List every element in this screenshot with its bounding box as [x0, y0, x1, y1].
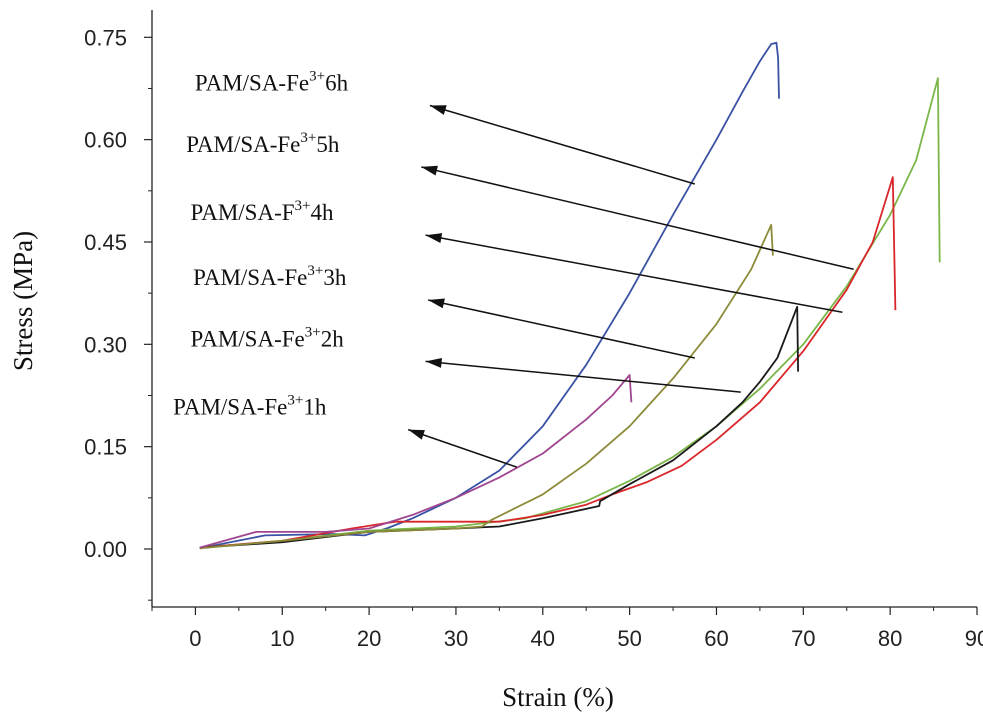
series-line-2	[199, 77, 941, 549]
series-layer	[199, 41, 941, 550]
axes: 0 10 20 30 40 50 60 70 80 90 0.00 0.15 0.30 0.45 0.60 0…	[84, 10, 983, 651]
x-axis-title: Strain (%)	[502, 682, 614, 712]
x-tick-label: 70	[791, 626, 815, 651]
annotation-arrowhead	[421, 165, 438, 176]
annotation-arrowhead	[425, 233, 443, 243]
annotation-arrow-line	[421, 166, 854, 270]
x-tick-label: 60	[704, 626, 728, 651]
y-tick-label: 0.00	[84, 537, 127, 562]
y-tick-label: 0.15	[84, 435, 127, 460]
annotation-layer: PAM/SA-Fe3+6h PAM/SA-Fe3+5h PAM/SA-F3+4h PA…	[173, 69, 854, 468]
series-line-1	[199, 41, 780, 550]
annotation-arrow-line	[429, 104, 695, 185]
series-line-6	[199, 374, 633, 549]
x-tick-label: 80	[878, 626, 902, 651]
x-tick-label: 0	[189, 626, 201, 651]
x-tick-label: 40	[531, 626, 555, 651]
x-tick-label: 10	[270, 626, 294, 651]
x-tick-label: 20	[357, 626, 381, 651]
series-line-5	[199, 224, 774, 550]
annotation-arrowhead	[428, 298, 445, 309]
y-axis-title: Stress (MPa)	[8, 231, 38, 371]
y-tick-label: 0.60	[84, 128, 127, 153]
annotation-arrowhead	[408, 429, 425, 440]
annotation-label: PAM/SA-Fe3+1h	[173, 393, 327, 420]
y-tick-label: 0.75	[84, 25, 127, 50]
y-tick-label: 0.45	[84, 230, 127, 255]
annotation-arrowhead	[429, 105, 447, 115]
annotation-arrow-line	[425, 360, 741, 393]
annotation-label: PAM/SA-Fe3+6h	[195, 69, 349, 96]
annotation-label: PAM/SA-Fe3+2h	[191, 324, 345, 351]
annotation-label: PAM/SA-F3+4h	[191, 198, 334, 225]
x-tick-label: 50	[617, 626, 641, 651]
annotation-label: PAM/SA-Fe3+5h	[186, 130, 340, 157]
x-tick-label: 30	[444, 626, 468, 651]
y-tick-label: 0.30	[84, 332, 127, 357]
annotation-arrow-line	[427, 299, 695, 359]
annotation-arrow-line	[407, 428, 517, 468]
annotation-label: PAM/SA-Fe3+3h	[193, 263, 347, 290]
annotation-arrowhead	[425, 358, 442, 368]
annotation-arrow-line	[425, 234, 843, 313]
x-tick-label: 90	[965, 626, 983, 651]
